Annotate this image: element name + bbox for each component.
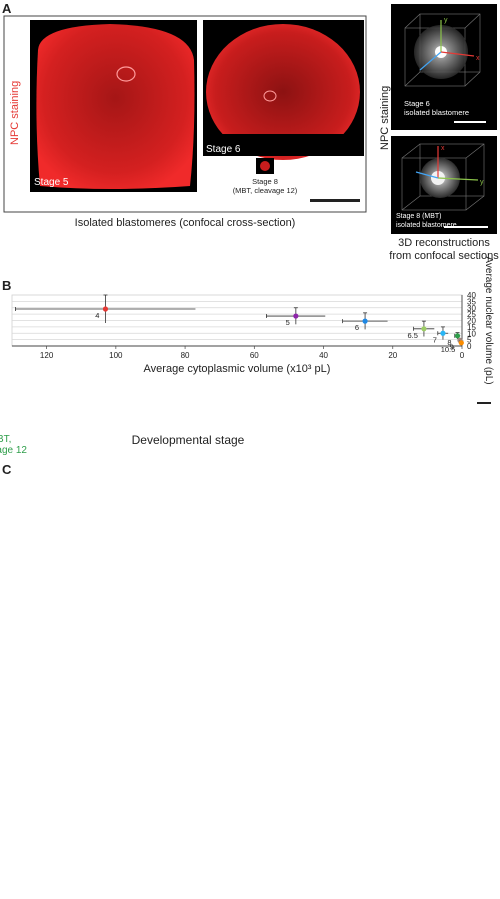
recon-staining-label: NPC staining: [379, 86, 391, 150]
scatter-y-tick-label: 35: [467, 297, 476, 306]
scatter-y-axis-title: Average nuclear volume (pL): [483, 256, 494, 384]
scatter-point-label-8: 8: [447, 338, 451, 347]
recon-caption-line2: from confocal sections: [389, 250, 499, 262]
stage5-cell: [36, 24, 195, 189]
scatter-y-tick-label: 5: [467, 336, 472, 345]
recon-bottom-scale: [444, 226, 488, 228]
recon-top-label-line2: isolated blastomere: [404, 108, 469, 117]
scatter-point-label-9: 9: [450, 342, 454, 351]
stage5-nucleus: [116, 66, 136, 82]
scatter-point-label-10.5: 10.5: [441, 345, 456, 354]
stage5-label: Stage 5: [34, 177, 69, 188]
scatter-point-6: [362, 318, 368, 324]
scatter-point-8: [454, 333, 461, 339]
scatter-x-tick-label: 0: [460, 351, 465, 360]
npc-staining-label: NPC staining: [9, 81, 21, 145]
scatter-y-tick-label: 30: [467, 304, 476, 313]
scatter-point-6.5: [421, 326, 427, 332]
scatter-x-axis-title: Average cytoplasmic volume (x10³ pL): [144, 363, 331, 375]
scatter-point-label-6.5: 6.5: [407, 331, 417, 340]
recon-top-axis-y: y: [444, 17, 448, 24]
mbt-label-line2: cleavage 12: [0, 445, 27, 456]
scatter-x-tick-label: 40: [319, 351, 328, 360]
recon-bottom-axis-x: x: [441, 145, 445, 152]
stage6-cell: [206, 24, 360, 160]
stage6-nucleus: [263, 90, 277, 102]
panel-a: A NPC staining Stage 5 Stage 6 Stage 8 (…: [2, 1, 499, 262]
stage8-cell: [260, 161, 270, 171]
scale-bar-a: [310, 199, 360, 202]
scatter-x-tick-label: 80: [181, 351, 190, 360]
recon-bottom-label-line2: isolated blastomere: [396, 222, 457, 229]
scatter-x-tick-label: 20: [388, 351, 397, 360]
scatter-point-10.5: [458, 340, 464, 346]
scatter-x-tick-label: 60: [250, 351, 259, 360]
scatter-y-tick-label: 0: [467, 342, 472, 351]
panel-a-caption: Isolated blastomeres (confocal cross-sec…: [75, 217, 296, 229]
recon-top-axis-x: x: [476, 55, 480, 62]
recon-bottom-label-line1: Stage 8 (MBT): [396, 213, 442, 220]
scale-bar-b: [477, 402, 491, 404]
scatter-y-tick-label: 10: [467, 329, 476, 338]
recon-top-scale: [454, 121, 486, 123]
scatter-point-7: [440, 330, 446, 336]
recon-bottom-axis-y: y: [480, 179, 484, 186]
stage6-label: Stage 6: [206, 144, 241, 155]
scatter-y-tick-label: 40: [467, 291, 476, 300]
panel-b-letter: B: [2, 278, 11, 293]
scatter-point-label-6: 6: [355, 323, 359, 332]
scatter-point-label-7: 7: [433, 335, 437, 344]
stage8-label-line2: (MBT, cleavage 12): [233, 186, 298, 195]
scatter-y-tick-label: 15: [467, 323, 476, 332]
scatter-point-4: [102, 306, 109, 312]
panel-a-letter: A: [2, 1, 12, 16]
scatter-y-tick-label: 20: [467, 317, 476, 326]
panel-c-letter: C: [2, 462, 12, 477]
recon-bottom-box: [401, 143, 485, 211]
scatter-y-tick-label: 25: [467, 310, 476, 319]
scatter-point-5: [293, 313, 299, 319]
stage8-label-line1: Stage 8: [252, 177, 278, 186]
panel-c: C: [2, 462, 12, 477]
scatter-point-label-5: 5: [286, 318, 290, 327]
recon-caption-line1: 3D reconstructions: [398, 237, 490, 249]
embryo-caption: Developmental stage: [132, 433, 245, 447]
mbt-label-line1: MBT,: [0, 434, 11, 445]
recon-top-label-line1: Stage 6: [404, 99, 430, 108]
scatter-x-tick-label: 100: [109, 351, 123, 360]
scatter-point-label-4: 4: [95, 311, 99, 320]
scatter-x-tick-label: 120: [40, 351, 54, 360]
